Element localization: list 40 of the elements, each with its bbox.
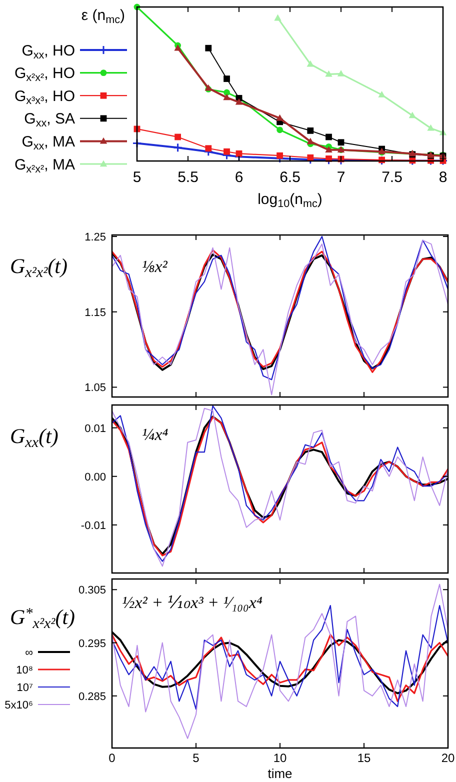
legend-label: G$_{x³x³}$, HO [14,88,75,107]
legend-label: 5x10⁶ [4,699,33,712]
y-axis-title: ε (n$_{mc}$) [81,7,125,26]
legend-label: ∞ [25,646,34,659]
legend-label: 10⁸ [16,664,33,676]
legend-label: G$_{x²x²}$, HO [14,65,75,84]
legend-label: G$_{xx}$, MA [22,133,75,152]
annotation: ½x² + ⅒x³ + ¹⁄₁₀₀x⁴ [122,593,262,612]
y-tick-label: 0.01 [84,422,106,435]
y-tick-label: 1.15 [84,306,106,319]
legend-label: 10⁷ [16,682,34,694]
legend-label: G$_{x²x²}$, MA [14,156,75,175]
y-tick-label: 0.305 [78,584,106,597]
y-tick-label: 0.285 [78,690,106,703]
x-tick-label: 5.5 [178,169,198,186]
y-tick-label: 0.00 [84,471,106,484]
y-axis-title: G$_{x²x²}$(t) [10,254,68,281]
y-tick-label: -0.01 [80,520,106,532]
x-axis-title: log$_{10}$(n$_{mc}$) [258,191,322,210]
annotation: ⅛x² [142,257,168,276]
x-tick-label: 5 [192,751,200,765]
x-tick-label: 7 [336,169,346,186]
x-tick-label: 0 [108,751,116,765]
y-axis-title: G$^{*}$$_{x²x²}$(t) [10,605,76,632]
x-tick-label: 6.5 [280,169,300,186]
y-tick-label: 0.295 [78,638,106,650]
x-tick-label: 7.5 [382,169,402,186]
y-tick-label: 1.05 [84,382,106,394]
y-axis-title: G$_{xx}$(t) [10,424,58,451]
annotation: ¼x⁴ [142,425,168,444]
x-tick-label: 5 [132,169,142,186]
x-tick-label: 6 [234,169,244,186]
x-axis-title: time [268,766,292,781]
legend-label: G$_{xx}$, HO [22,42,75,61]
x-tick-label: 8 [438,169,448,186]
legend-label: G$_{xx}$, SA [24,110,75,130]
y-tick-label: 1.25 [84,232,106,244]
x-tick-label: 10 [273,751,287,765]
x-tick-label: 15 [357,751,371,765]
x-tick-label: 20 [441,751,455,765]
